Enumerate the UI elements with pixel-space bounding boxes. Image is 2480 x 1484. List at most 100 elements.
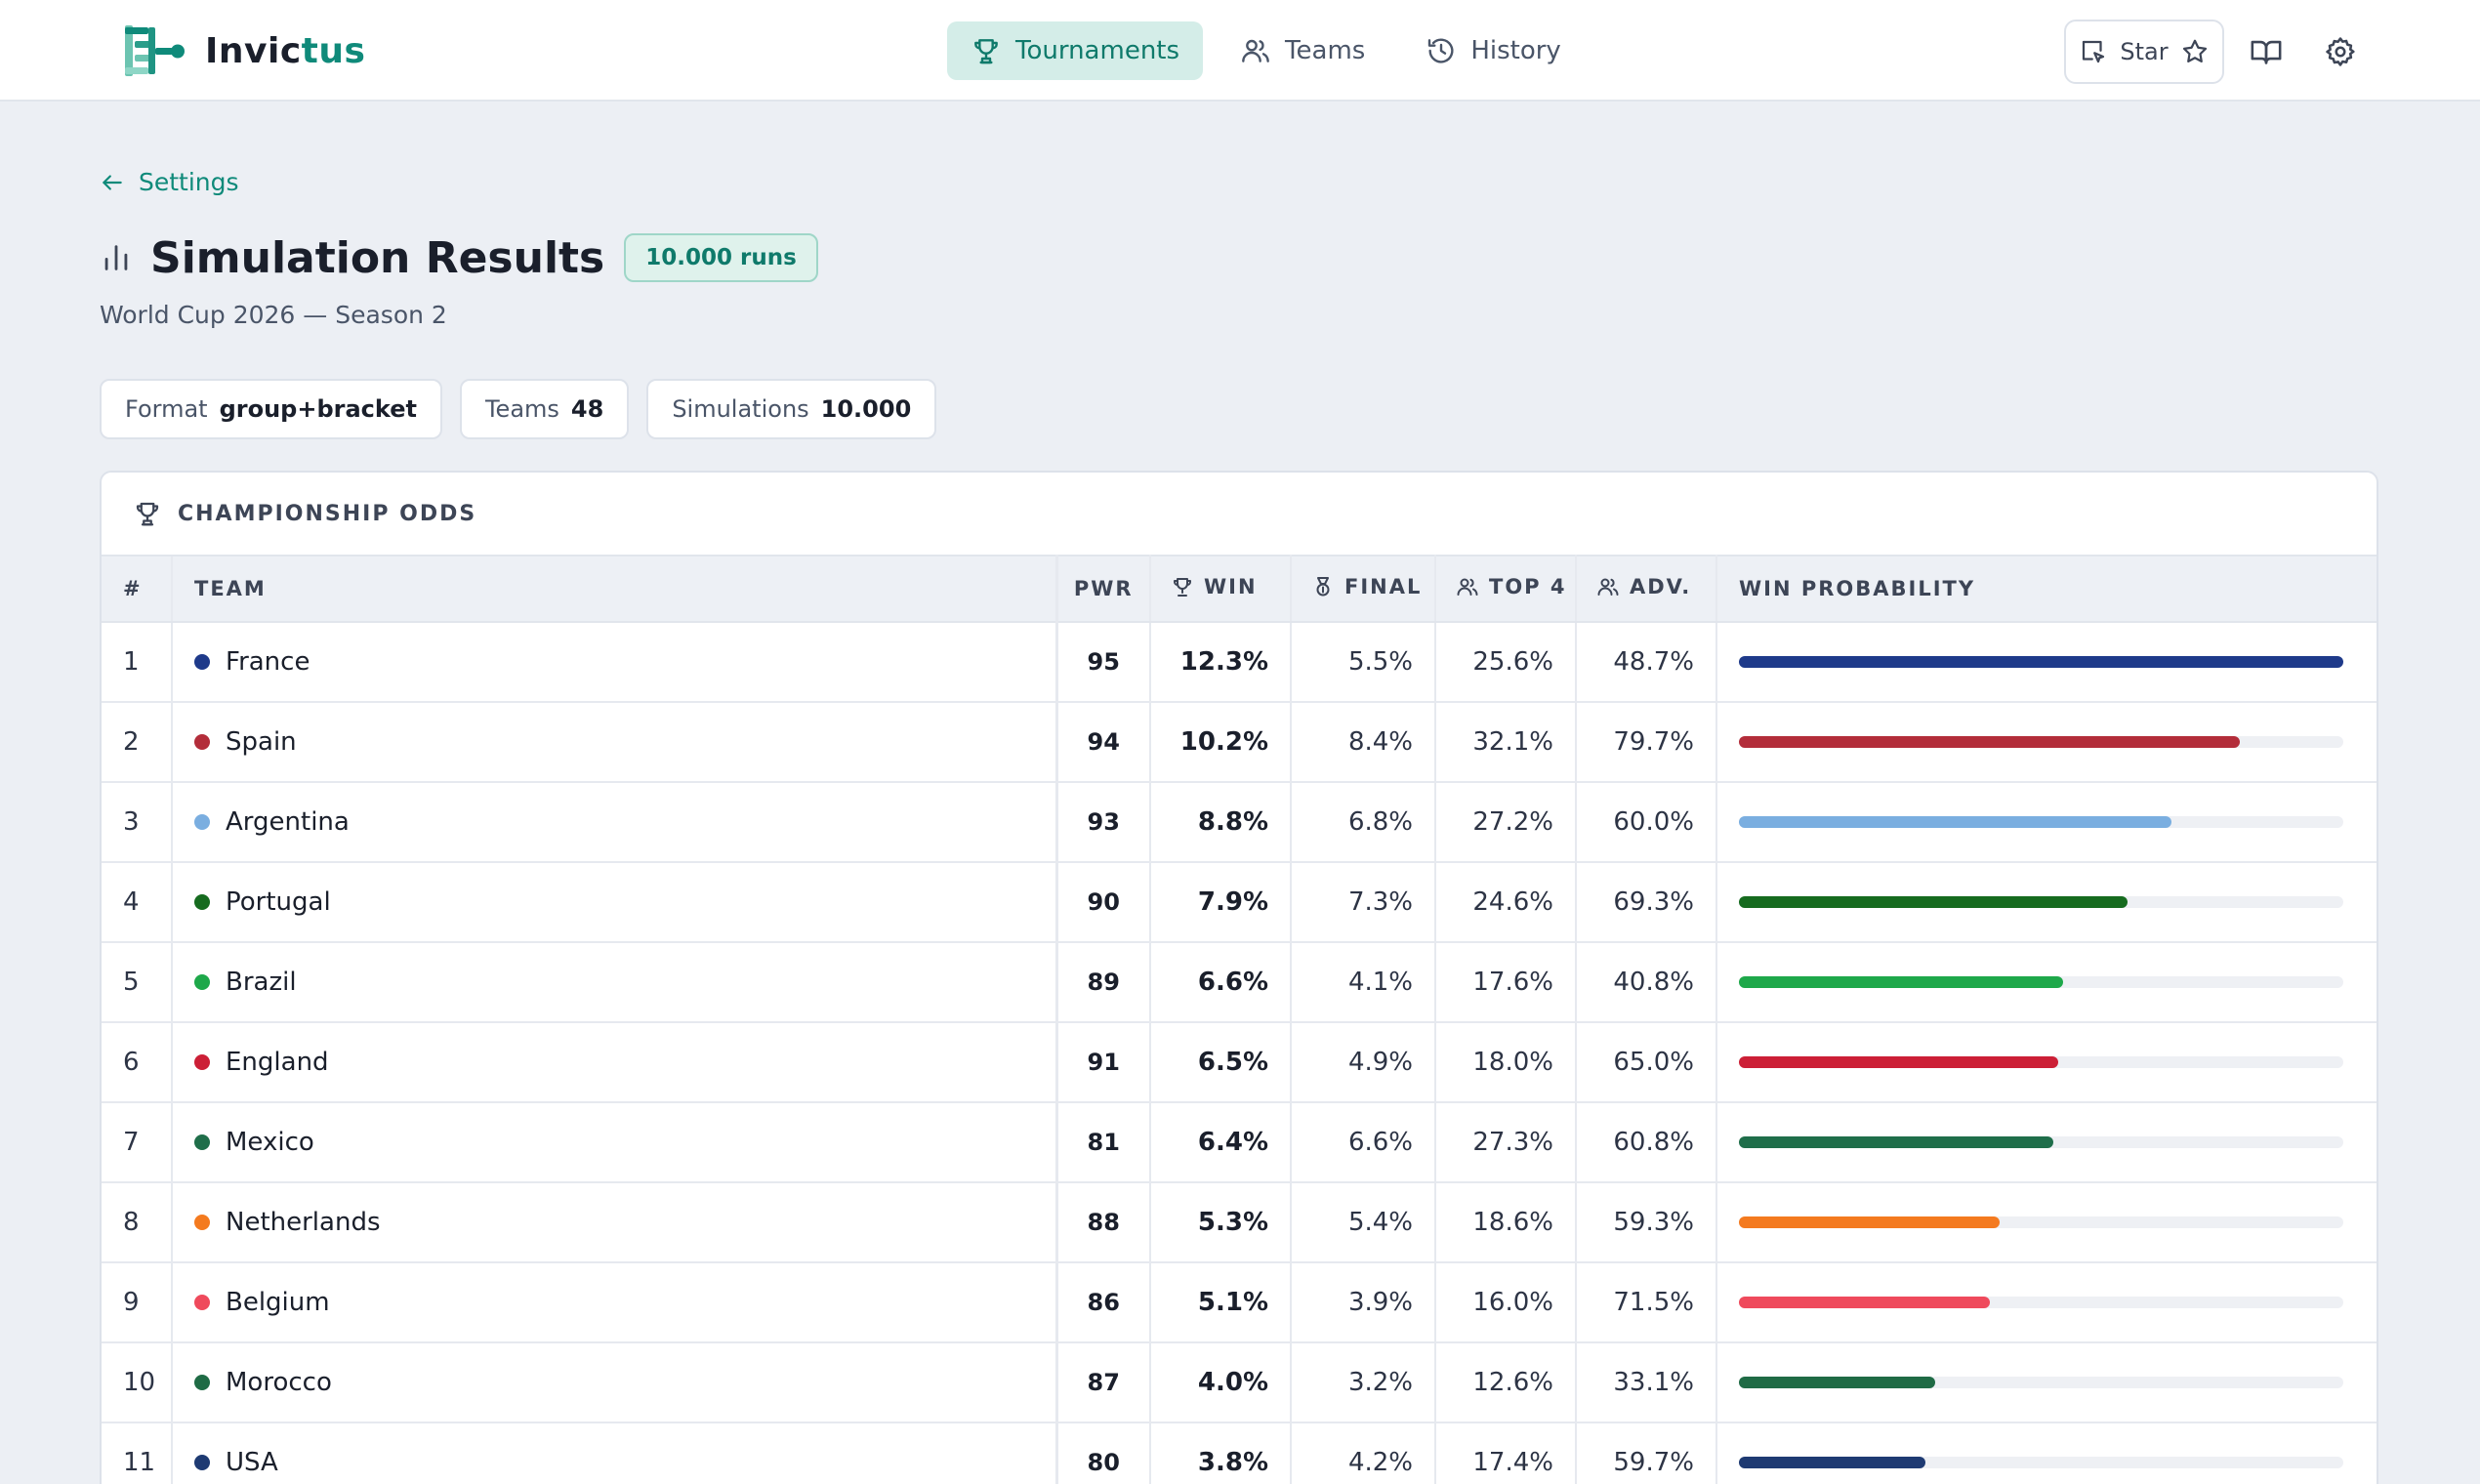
docs-button[interactable] xyxy=(2244,29,2289,74)
probability-track xyxy=(1739,1297,2343,1308)
odds-table-body: 1 France 95 12.3% 5.5% 25.6% 48.7% 2 Spain 94 10.2… xyxy=(102,622,2377,1484)
power-cell: 89 xyxy=(1056,942,1151,1023)
probability-bar xyxy=(1739,736,2241,748)
simulations-chip-value: 10.000 xyxy=(820,395,912,423)
top4-cell: 17.4% xyxy=(1435,1422,1577,1484)
col-win-header[interactable]: WIN xyxy=(1150,555,1292,623)
table-row[interactable]: 3 Argentina 93 8.8% 6.8% 27.2% 60.0% xyxy=(102,782,2377,863)
nav-history[interactable]: History xyxy=(1402,21,1585,80)
power-cell: 80 xyxy=(1056,1422,1151,1484)
settings-button[interactable] xyxy=(2318,29,2363,74)
advance-cell: 60.8% xyxy=(1576,1102,1717,1183)
team-name[interactable]: France xyxy=(226,647,310,677)
probability-track xyxy=(1739,656,2343,668)
col-win-probability-header[interactable]: WIN PROBABILITY xyxy=(1716,555,2377,623)
table-row[interactable]: 6 England 91 6.5% 4.9% 18.0% 65.0% xyxy=(102,1022,2377,1103)
rank-cell: 7 xyxy=(102,1102,172,1183)
top4-cell: 27.3% xyxy=(1435,1102,1577,1183)
col-team-header[interactable]: TEAM xyxy=(171,555,1056,623)
team-color-dot xyxy=(194,1215,210,1230)
win-cell: 6.6% xyxy=(1150,942,1292,1023)
table-row[interactable]: 5 Brazil 89 6.6% 4.1% 17.6% 40.8% xyxy=(102,942,2377,1023)
main-nav: Tournaments Teams History xyxy=(947,21,1585,80)
rank-cell: 10 xyxy=(102,1342,172,1423)
team-color-dot xyxy=(194,814,210,830)
team-color-dot xyxy=(194,734,210,750)
win-probability-cell xyxy=(1716,782,2377,863)
odds-table: # TEAM PWR WIN FINAL xyxy=(102,555,2377,1484)
medal-icon xyxy=(1316,576,1330,596)
table-row[interactable]: 10 Morocco 87 4.0% 3.2% 12.6% 33.1% xyxy=(102,1342,2377,1423)
final-cell: 8.4% xyxy=(1291,702,1436,783)
trophy-icon xyxy=(1174,577,1191,597)
team-name[interactable]: England xyxy=(226,1048,329,1077)
format-chip-label: Format xyxy=(125,395,208,423)
bar-chart-icon xyxy=(104,245,128,270)
card-header: CHAMPIONSHIP ODDS xyxy=(102,473,2377,555)
table-row[interactable]: 1 France 95 12.3% 5.5% 25.6% 48.7% xyxy=(102,622,2377,703)
table-row[interactable]: 4 Portugal 90 7.9% 7.3% 24.6% 69.3% xyxy=(102,862,2377,943)
table-row[interactable]: 11 USA 80 3.8% 4.2% 17.4% 59.7% xyxy=(102,1422,2377,1484)
team-name[interactable]: USA xyxy=(226,1448,278,1477)
table-row[interactable]: 7 Mexico 81 6.4% 6.6% 27.3% 60.8% xyxy=(102,1102,2377,1183)
team-name[interactable]: Mexico xyxy=(226,1128,314,1157)
col-rank-header[interactable]: # xyxy=(102,555,172,623)
advance-cell: 60.0% xyxy=(1576,782,1717,863)
team-cell: Morocco xyxy=(171,1342,1058,1423)
win-probability-cell xyxy=(1716,1182,2377,1263)
col-final-header[interactable]: FINAL xyxy=(1291,555,1436,623)
star-button[interactable]: Star xyxy=(2064,20,2224,84)
nav-tournaments[interactable]: Tournaments xyxy=(947,21,1204,80)
probability-bar xyxy=(1739,1457,1926,1468)
advance-cell: 40.8% xyxy=(1576,942,1717,1023)
rank-cell: 5 xyxy=(102,942,172,1023)
table-row[interactable]: 8 Netherlands 88 5.3% 5.4% 18.6% 59.3% xyxy=(102,1182,2377,1263)
team-cell: Netherlands xyxy=(171,1182,1058,1263)
probability-track xyxy=(1739,1216,2343,1228)
col-top4-label: TOP 4 xyxy=(1489,574,1567,598)
top4-cell: 25.6% xyxy=(1435,622,1577,703)
table-row[interactable]: 9 Belgium 86 5.1% 3.9% 16.0% 71.5% xyxy=(102,1262,2377,1343)
team-name[interactable]: Belgium xyxy=(226,1288,330,1317)
team-name[interactable]: Brazil xyxy=(226,968,297,997)
team-name[interactable]: Morocco xyxy=(226,1368,332,1397)
win-cell: 6.4% xyxy=(1150,1102,1292,1183)
card-title: CHAMPIONSHIP ODDS xyxy=(178,501,477,526)
rank-cell: 11 xyxy=(102,1422,172,1484)
top4-cell: 16.0% xyxy=(1435,1262,1577,1343)
rank-cell: 2 xyxy=(102,702,172,783)
power-cell: 91 xyxy=(1056,1022,1151,1103)
col-pwr-header[interactable]: PWR xyxy=(1054,555,1151,623)
team-cell: Brazil xyxy=(171,942,1058,1023)
col-adv-header[interactable]: ADV. xyxy=(1576,555,1717,623)
col-top4-header[interactable]: TOP 4 xyxy=(1435,555,1577,623)
team-cell: England xyxy=(171,1022,1058,1103)
probability-bar xyxy=(1739,1297,1990,1308)
win-cell: 4.0% xyxy=(1150,1342,1292,1423)
team-cell: USA xyxy=(171,1422,1058,1484)
format-chip-value: group+bracket xyxy=(219,395,417,423)
probability-bar xyxy=(1739,656,2343,668)
table-row[interactable]: 2 Spain 94 10.2% 8.4% 32.1% 79.7% xyxy=(102,702,2377,783)
arrow-left-icon xyxy=(103,174,122,190)
win-probability-cell xyxy=(1716,942,2377,1023)
final-cell: 3.9% xyxy=(1291,1262,1436,1343)
advance-cell: 33.1% xyxy=(1576,1342,1717,1423)
advance-cell: 48.7% xyxy=(1576,622,1717,703)
nav-tournaments-label: Tournaments xyxy=(1015,36,1180,65)
win-probability-cell xyxy=(1716,1102,2377,1183)
team-name[interactable]: Netherlands xyxy=(226,1208,381,1237)
brand-logo[interactable]: Invictus xyxy=(123,23,365,78)
team-name[interactable]: Portugal xyxy=(226,887,331,917)
team-name[interactable]: Argentina xyxy=(226,807,350,837)
back-to-settings-link[interactable]: Settings xyxy=(100,168,239,196)
nav-teams[interactable]: Teams xyxy=(1217,21,1388,80)
win-cell: 6.5% xyxy=(1150,1022,1292,1103)
team-name[interactable]: Spain xyxy=(226,727,297,757)
probability-bar xyxy=(1739,896,2128,908)
win-probability-cell xyxy=(1716,622,2377,703)
final-cell: 3.2% xyxy=(1291,1342,1436,1423)
probability-track xyxy=(1739,1136,2343,1148)
team-color-dot xyxy=(194,1455,210,1470)
rank-cell: 8 xyxy=(102,1182,172,1263)
